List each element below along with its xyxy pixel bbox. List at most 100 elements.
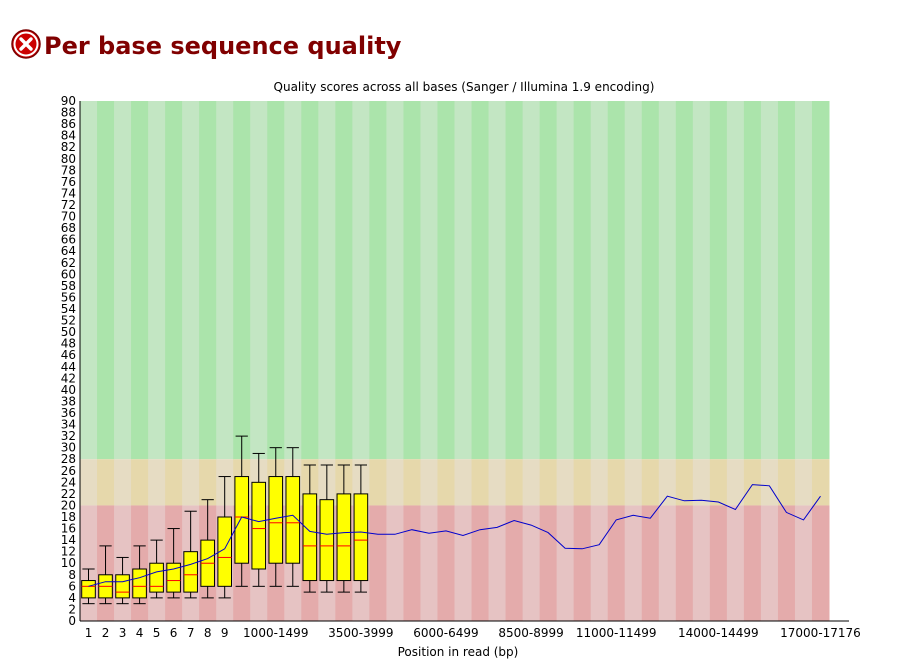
band-good — [658, 101, 677, 460]
y-tick-label: 72 — [61, 198, 76, 212]
y-tick-label: 68 — [61, 221, 76, 235]
mean-line — [88, 484, 821, 587]
x-tick-label: 6 — [170, 626, 178, 640]
band-bad — [641, 505, 660, 621]
band-good — [216, 101, 234, 460]
y-tick-label: 84 — [61, 129, 76, 143]
band-good — [165, 101, 183, 460]
band-good — [199, 101, 217, 460]
y-tick-label: 70 — [61, 210, 76, 224]
band-ok — [148, 459, 166, 506]
band-bad — [403, 505, 421, 621]
band-bad — [777, 505, 796, 621]
y-tick-label: 6 — [68, 579, 76, 593]
band-ok — [131, 459, 149, 506]
band-good — [556, 101, 575, 460]
band-bad — [624, 505, 643, 621]
x-tick-label: 17000-17176 — [780, 626, 861, 640]
band-ok — [471, 459, 490, 506]
band-ok — [454, 459, 473, 506]
band-good — [131, 101, 149, 460]
band-good — [403, 101, 421, 460]
band-bad — [760, 505, 779, 621]
y-tick-label: 30 — [61, 441, 76, 455]
y-tick-label: 24 — [61, 475, 76, 489]
x-tick-label: 6000-6499 — [413, 626, 478, 640]
y-tick-label: 26 — [61, 464, 76, 478]
band-bad — [386, 505, 404, 621]
band-ok — [114, 459, 132, 506]
band-ok — [811, 459, 830, 506]
band-ok — [80, 459, 98, 506]
band-bad — [454, 505, 473, 621]
y-tick-label: 10 — [61, 556, 76, 570]
band-bad — [522, 505, 541, 621]
band-ok — [743, 459, 762, 506]
band-good — [114, 101, 132, 460]
x-tick-label: 9 — [221, 626, 229, 640]
box — [268, 476, 284, 564]
band-bad — [471, 505, 490, 621]
band-ok — [437, 459, 455, 506]
y-tick-label: 38 — [61, 394, 76, 408]
y-tick-label: 16 — [61, 522, 76, 536]
band-bad — [811, 505, 830, 621]
band-good — [233, 101, 251, 460]
band-good — [369, 101, 387, 460]
band-bad — [743, 505, 762, 621]
band-good — [454, 101, 473, 460]
y-tick-label: 80 — [61, 152, 76, 166]
band-good — [505, 101, 524, 460]
y-tick-label: 74 — [61, 186, 76, 200]
band-good — [301, 101, 319, 460]
y-tick-label: 20 — [61, 498, 76, 512]
box — [183, 551, 198, 593]
x-tick-label: 5 — [153, 626, 161, 640]
y-tick-label: 62 — [61, 256, 76, 270]
band-ok — [488, 459, 507, 506]
band-ok — [556, 459, 575, 506]
x-axis-ticks: 1 2 3 4 5 6 7 8 9 1000-1499 3500-3999 6000-6499 8500… — [85, 626, 861, 640]
y-tick-label: 8 — [68, 568, 76, 582]
box — [217, 516, 233, 587]
band-bad — [726, 505, 745, 621]
x-tick-label: 1000-1499 — [243, 626, 308, 640]
band-ok — [658, 459, 677, 506]
x-tick-label: 4 — [136, 626, 144, 640]
y-tick-label: 14 — [61, 533, 76, 547]
band-good — [607, 101, 626, 460]
band-good — [743, 101, 762, 460]
y-axis-ticks: 0246810121416182022242628303234363840424… — [61, 94, 76, 628]
band-good — [522, 101, 541, 460]
whiskers — [82, 435, 368, 605]
band-bad — [556, 505, 575, 621]
y-tick-label: 52 — [61, 314, 76, 328]
x-tick-label: 3 — [119, 626, 127, 640]
band-ok — [386, 459, 404, 506]
y-tick-label: 22 — [61, 487, 76, 501]
page-title: Per base sequence quality — [44, 32, 402, 60]
y-tick-label: 46 — [61, 348, 76, 362]
band-good — [539, 101, 558, 460]
band-bad — [675, 505, 694, 621]
band-bad — [607, 505, 626, 621]
box — [285, 476, 301, 564]
band-ok — [675, 459, 694, 506]
box — [251, 481, 267, 570]
band-ok — [590, 459, 609, 506]
y-tick-label: 64 — [61, 244, 76, 258]
band-ok — [777, 459, 796, 506]
band-ok — [692, 459, 711, 506]
band-good — [437, 101, 455, 460]
band-ok — [794, 459, 813, 506]
y-tick-label: 78 — [61, 163, 76, 177]
band-bad — [794, 505, 813, 621]
x-tick-label: 1 — [85, 626, 93, 640]
y-tick-label: 54 — [61, 302, 76, 316]
y-tick-label: 58 — [61, 279, 76, 293]
band-good — [352, 101, 370, 460]
band-good — [777, 101, 796, 460]
chart-title: Quality scores across all bases (Sanger … — [274, 80, 655, 94]
band-good — [97, 101, 115, 460]
band-good — [692, 101, 711, 460]
